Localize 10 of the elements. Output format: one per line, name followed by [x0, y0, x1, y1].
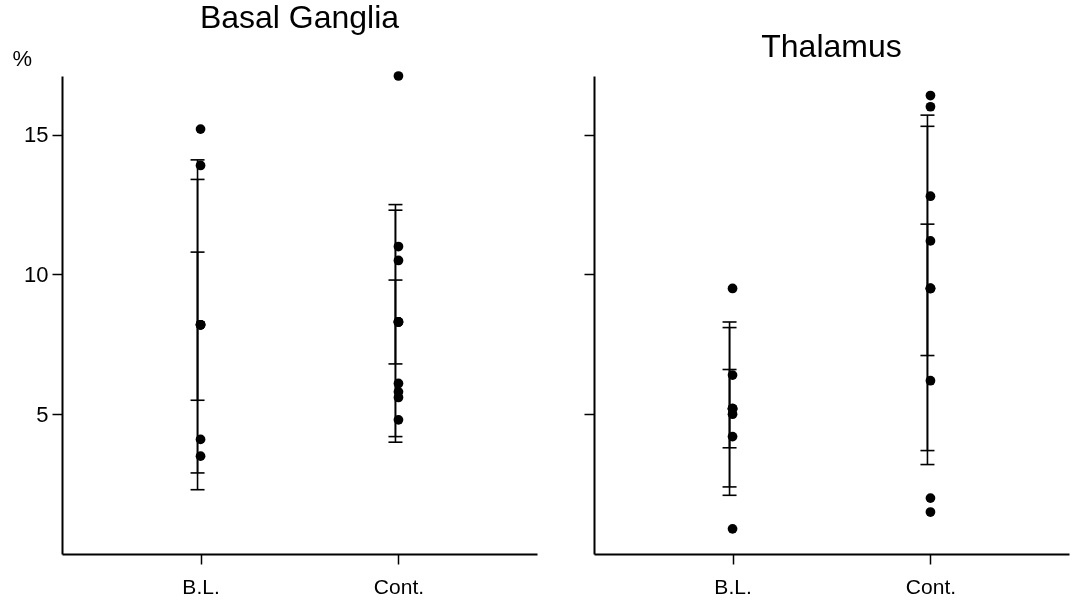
- chart-title: Thalamus: [761, 28, 902, 64]
- x-tick-label: Cont.: [373, 574, 425, 598]
- x-tick-label: B.L.: [182, 574, 220, 598]
- x-tick-label: B.L.: [714, 574, 752, 598]
- y-axis-title: %: [12, 45, 33, 71]
- y-tick-label: 10: [24, 261, 49, 287]
- y-tick-label: 5: [36, 401, 49, 427]
- chart-title: Basal Ganglia: [199, 0, 400, 35]
- x-tick-label: Cont.: [905, 574, 957, 598]
- y-tick-label: 15: [24, 122, 49, 148]
